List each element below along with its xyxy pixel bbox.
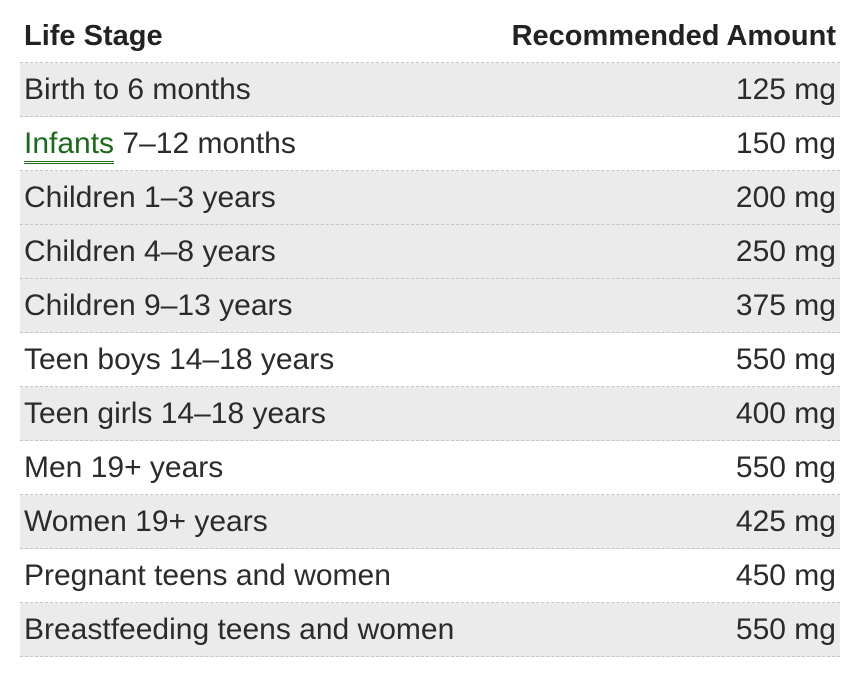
life-stage-cell: Teen boys 14–18 years (24, 342, 335, 376)
table-row: Children 1–3 years 200 mg (20, 171, 840, 225)
amount-cell: 550 mg (735, 612, 836, 646)
table-row: Infants 7–12 months 150 mg (20, 117, 840, 171)
life-stage-cell: Infants 7–12 months (24, 126, 296, 164)
table-row: Teen boys 14–18 years 550 mg (20, 333, 840, 387)
amount-cell: 375 mg (735, 288, 836, 322)
amount-cell: 150 mg (735, 126, 836, 160)
amount-cell: 550 mg (735, 342, 836, 376)
recommended-amount-table: Life Stage Recommended Amount Birth to 6… (20, 10, 840, 657)
table-row: Children 4–8 years 250 mg (20, 225, 840, 279)
life-stage-cell: Breastfeeding teens and women (24, 612, 455, 646)
table-row: Children 9–13 years 375 mg (20, 279, 840, 333)
table-row: Breastfeeding teens and women 550 mg (20, 603, 840, 657)
table-row: Teen girls 14–18 years 400 mg (20, 387, 840, 441)
amount-cell: 425 mg (735, 504, 836, 538)
life-stage-cell: Children 9–13 years (24, 288, 293, 322)
life-stage-cell: Children 1–3 years (24, 180, 276, 214)
amount-cell: 200 mg (735, 180, 836, 214)
life-stage-cell: Birth to 6 months (24, 72, 251, 106)
infants-link[interactable]: Infants (24, 126, 115, 164)
life-stage-cell: Men 19+ years (24, 450, 224, 484)
amount-cell: 125 mg (735, 72, 836, 106)
life-stage-cell: Pregnant teens and women (24, 558, 391, 592)
header-recommended-amount: Recommended Amount (511, 19, 836, 52)
table-row: Birth to 6 months 125 mg (20, 63, 840, 117)
table-row: Pregnant teens and women 450 mg (20, 549, 840, 603)
amount-cell: 550 mg (735, 450, 836, 484)
table-row: Men 19+ years 550 mg (20, 441, 840, 495)
amount-cell: 400 mg (735, 396, 836, 430)
life-stage-cell: Women 19+ years (24, 504, 268, 538)
table-header: Life Stage Recommended Amount (20, 10, 840, 63)
life-stage-rest: 7–12 months (114, 126, 296, 160)
amount-cell: 250 mg (735, 234, 836, 268)
life-stage-cell: Children 4–8 years (24, 234, 276, 268)
amount-cell: 450 mg (735, 558, 836, 592)
table-row: Women 19+ years 425 mg (20, 495, 840, 549)
life-stage-cell: Teen girls 14–18 years (24, 396, 326, 430)
header-life-stage: Life Stage (24, 19, 163, 52)
